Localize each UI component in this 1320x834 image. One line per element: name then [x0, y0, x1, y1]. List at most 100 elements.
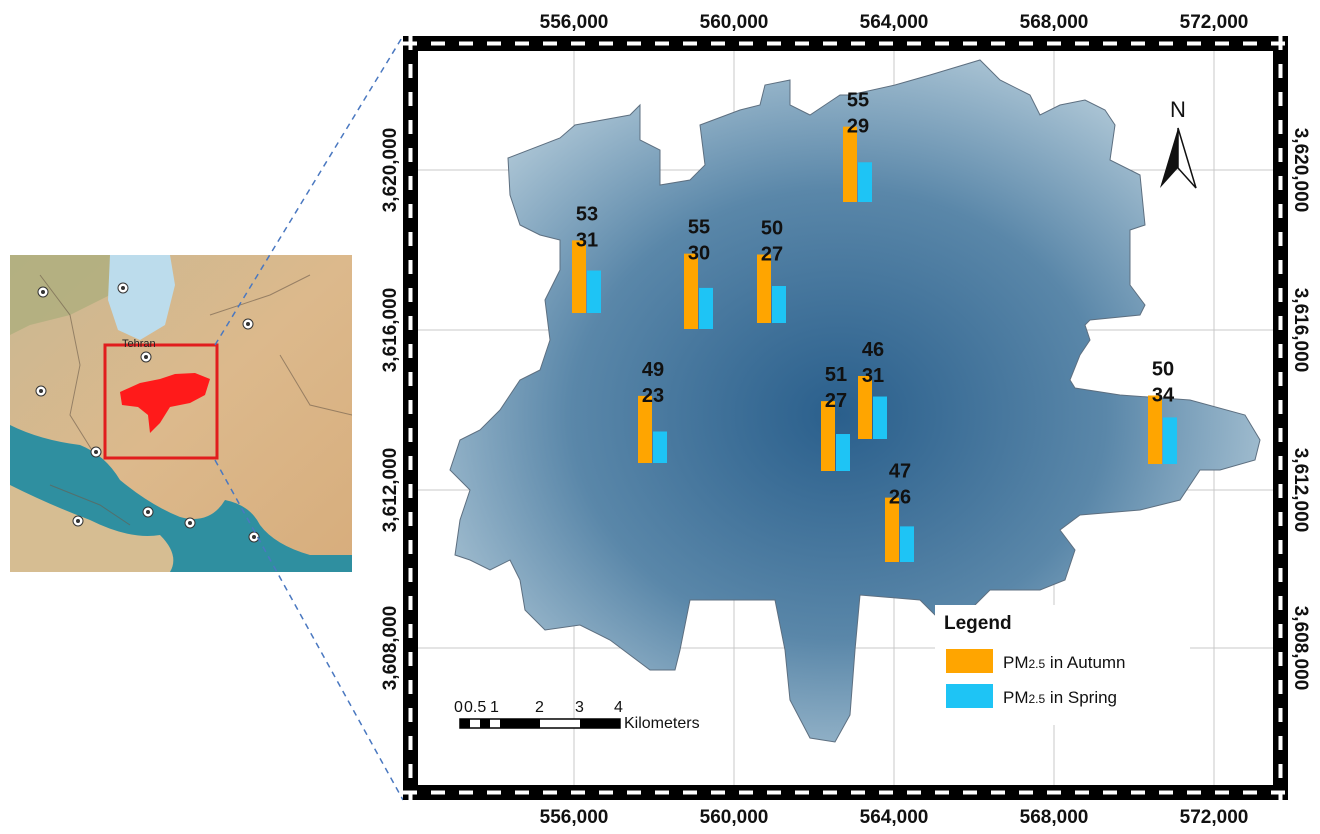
x-tick-bottom: 560,000: [700, 807, 769, 828]
north-label: N: [1170, 97, 1186, 122]
x-tick-top: 564,000: [860, 12, 929, 33]
bar-autumn: [885, 497, 899, 562]
scale-tick-label: 0: [454, 699, 463, 716]
bar-spring: [587, 270, 601, 313]
scale-bar-seg: [500, 719, 540, 728]
scale-unit-label: Kilometers: [624, 715, 700, 732]
label-autumn: 47: [889, 461, 911, 483]
bar-spring: [699, 287, 713, 329]
label-spring: 26: [889, 487, 911, 509]
north-arrow-right: [1177, 127, 1197, 189]
x-tick-top: 556,000: [540, 12, 609, 33]
inset-highlight-box: [103, 343, 219, 460]
label-spring: 30: [688, 243, 710, 265]
x-tick-bottom: 572,000: [1180, 807, 1249, 828]
label-autumn: 55: [847, 90, 869, 112]
x-tick-top: 560,000: [700, 12, 769, 33]
x-tick-top: 572,000: [1180, 12, 1249, 33]
y-tick-right: 3,608,000: [1290, 606, 1311, 691]
x-tick-bottom: 564,000: [860, 807, 929, 828]
bar-autumn: [858, 375, 872, 439]
scale-tick-label: 2: [535, 699, 544, 716]
scale-bar-seg: [460, 719, 470, 728]
inset-arabia: [10, 485, 174, 572]
north-arrow-left: [1160, 128, 1178, 188]
y-tick-left: 3,620,000: [380, 128, 401, 213]
legend-label-sub: 2.5: [1029, 657, 1046, 671]
bar-autumn: [757, 254, 771, 323]
legend-swatch-autumn: [946, 649, 993, 673]
x-tick-bottom: 556,000: [540, 807, 609, 828]
bar-autumn: [684, 253, 698, 329]
y-tick-right: 3,612,000: [1290, 448, 1311, 533]
label-autumn: 50: [1152, 359, 1174, 381]
x-tick-bottom: 568,000: [1020, 807, 1089, 828]
bar-spring: [836, 434, 850, 471]
label-spring: 23: [642, 385, 664, 407]
label-spring: 27: [825, 390, 847, 412]
inset-city-label: Tehran: [122, 338, 156, 350]
inset-location-map: Tehran: [10, 255, 352, 572]
label-autumn: 53: [576, 203, 598, 225]
scale-tick-label: 4: [614, 699, 623, 716]
legend-label-spring: PM2.5 in Spring: [1003, 688, 1117, 707]
scale-tick-label: 1: [490, 699, 499, 716]
label-autumn: 55: [688, 217, 710, 239]
bar-autumn: [843, 126, 857, 202]
bar-autumn: [1148, 395, 1162, 464]
inset-borders: [39, 274, 352, 526]
bar-spring: [1163, 417, 1177, 464]
x-tick-labels-top: 556,000 560,000 564,000 568,000 572,000: [540, 12, 1249, 33]
scale-tick-label: 0.5: [464, 699, 486, 716]
legend-title: Legend: [944, 613, 1012, 634]
legend-label-pm: PM: [1003, 688, 1029, 707]
y-tick-left: 3,616,000: [380, 288, 401, 373]
scale-bar-seg: [480, 719, 490, 728]
bar-autumn: [638, 395, 652, 463]
bar-autumn: [821, 401, 835, 471]
label-autumn: 50: [761, 218, 783, 240]
y-tick-left: 3,612,000: [380, 448, 401, 533]
bar-autumn: [572, 240, 586, 313]
legend-label-suffix: in Autumn: [1045, 653, 1125, 672]
label-autumn: 46: [862, 339, 884, 361]
bar-spring: [873, 396, 887, 439]
y-tick-labels-right: 3,620,000 3,616,000 3,612,000 3,608,000: [1290, 128, 1311, 691]
inset-caspian-sea: [108, 255, 175, 340]
legend-label-autumn: PM2.5 in Autumn: [1003, 653, 1126, 672]
label-spring: 31: [576, 229, 598, 251]
inset-city-markers: [35, 282, 260, 543]
bar-spring: [858, 162, 872, 202]
inset-study-region: [120, 373, 210, 433]
label-autumn: 51: [825, 364, 847, 386]
legend-label-pm: PM: [1003, 653, 1029, 672]
y-tick-left: 3,608,000: [380, 606, 401, 691]
bar-spring: [653, 431, 667, 463]
legend: Legend PM2.5 in Autumn PM2.5 in Spring: [935, 605, 1190, 725]
scale-tick-label: 3: [575, 699, 584, 716]
label-spring: 27: [761, 244, 783, 266]
bar-spring: [900, 526, 914, 562]
connector-line-top: [214, 35, 404, 346]
x-tick-top: 568,000: [1020, 12, 1089, 33]
label-autumn: 49: [642, 359, 664, 381]
y-tick-right: 3,620,000: [1290, 128, 1311, 213]
legend-label-suffix: in Spring: [1045, 688, 1117, 707]
city-boundary: [449, 59, 1261, 743]
legend-swatch-spring: [946, 684, 993, 708]
bar-spring: [772, 286, 786, 323]
inset-map-svg: Tehran: [10, 255, 352, 572]
scale-bar-seg: [580, 719, 620, 728]
scale-bar: 0 0.5 1 2 3 4 Kilometers: [454, 699, 700, 732]
y-tick-right: 3,616,000: [1290, 288, 1311, 373]
